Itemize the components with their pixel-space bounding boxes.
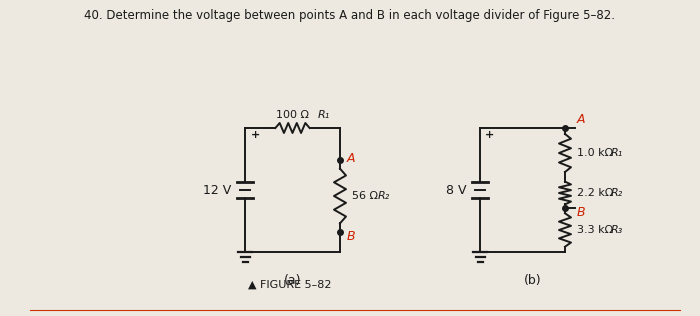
Text: B: B <box>347 230 356 244</box>
Text: A: A <box>577 113 585 126</box>
Text: 56 Ω: 56 Ω <box>352 191 378 201</box>
Text: (b): (b) <box>524 274 541 287</box>
Text: 100 Ω: 100 Ω <box>276 110 309 120</box>
Text: R₁: R₁ <box>611 148 623 158</box>
Text: +: + <box>485 130 495 140</box>
Text: 2.2 kΩ: 2.2 kΩ <box>577 188 613 198</box>
Text: R₃: R₃ <box>611 225 623 235</box>
Text: R₁: R₁ <box>318 110 330 120</box>
Text: R₂: R₂ <box>378 191 391 201</box>
Text: 12 V: 12 V <box>203 184 231 197</box>
Text: 40. Determine the voltage between points A and B in each voltage divider of Figu: 40. Determine the voltage between points… <box>85 9 615 22</box>
Text: +: + <box>251 130 260 140</box>
Text: 1.0 kΩ: 1.0 kΩ <box>577 148 613 158</box>
Text: ▲ FIGURE 5–82: ▲ FIGURE 5–82 <box>248 280 332 290</box>
Text: R₂: R₂ <box>611 188 623 198</box>
Text: B: B <box>577 205 586 218</box>
Text: 8 V: 8 V <box>445 184 466 197</box>
Text: 3.3 kΩ: 3.3 kΩ <box>577 225 613 235</box>
Text: (a): (a) <box>284 274 301 287</box>
Text: A: A <box>347 151 356 165</box>
